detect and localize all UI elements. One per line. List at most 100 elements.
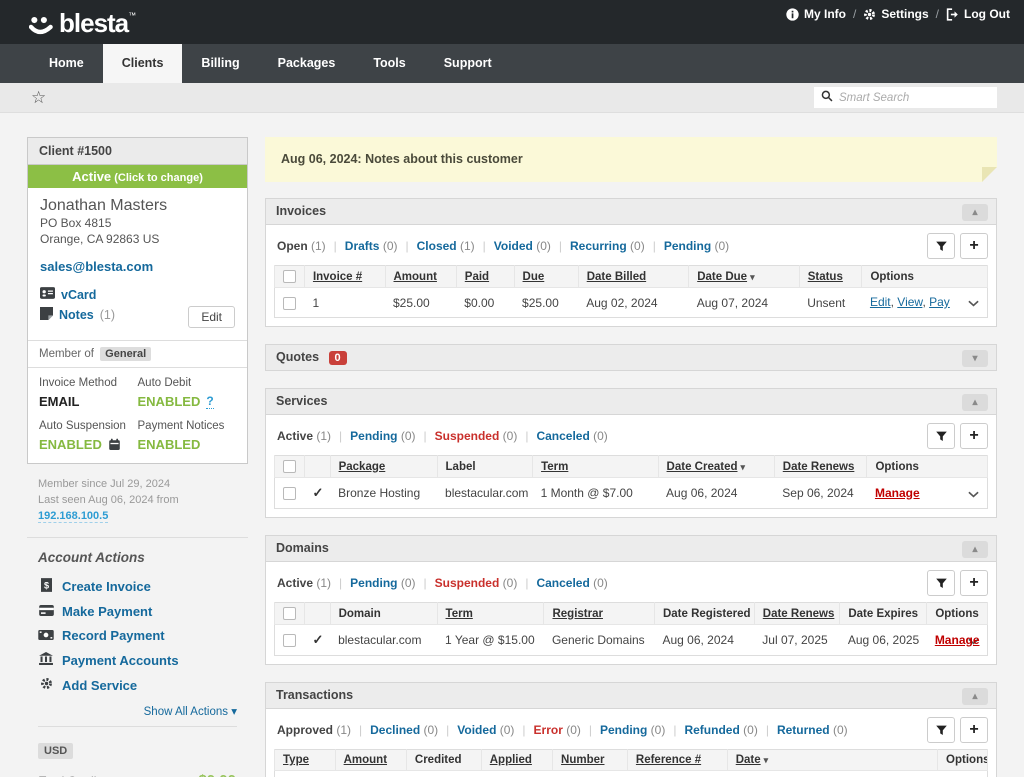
column-header-package[interactable]: Package [339,461,386,473]
filter-separator: | [673,723,676,737]
column-header-invoice[interactable]: Invoice # [313,271,362,283]
column-header-number[interactable]: Number [561,754,604,766]
services-panel-header[interactable]: Services ▴ [265,388,997,415]
filter-button[interactable] [927,233,955,259]
filter-active[interactable]: Active (1) [277,576,331,590]
row-expand-chevron-icon[interactable] [968,487,979,501]
tab-clients[interactable]: Clients [103,44,183,83]
column-header-credited: Credited [415,754,462,766]
filter-canceled[interactable]: Canceled (0) [536,429,607,443]
domains-panel-header[interactable]: Domains ▴ [265,535,997,562]
search-input[interactable] [839,92,995,104]
collapse-toggle-icon[interactable]: ▴ [962,394,988,411]
column-header-paid[interactable]: Paid [465,271,489,283]
edit-link[interactable]: Edit [870,295,891,309]
collapse-toggle-icon[interactable]: ▴ [962,204,988,221]
filter-button[interactable] [927,717,955,743]
filter-approved[interactable]: Approved (1) [277,723,351,737]
filter-refunded[interactable]: Refunded (0) [684,723,757,737]
column-header-due[interactable]: Due [523,271,545,283]
client-email-link[interactable]: sales@blesta.com [40,259,153,274]
action-make-payment[interactable]: Make Payment [38,604,237,619]
action-add-service[interactable]: Add Service [38,677,237,693]
collapse-toggle-icon[interactable]: ▾ [962,350,988,367]
filter-active[interactable]: Active (1) [277,429,331,443]
row-checkbox[interactable] [283,487,296,500]
filter-pending[interactable]: Pending (0) [350,429,415,443]
filter-pending[interactable]: Pending (0) [664,239,729,253]
view-link[interactable]: View [897,295,922,309]
column-header-status[interactable]: Status [808,271,843,283]
add-domain-button[interactable]: + [960,570,988,596]
blesta-logo[interactable]: blesta ™ [29,10,136,42]
action-record-payment[interactable]: Record Payment [38,628,237,643]
manage-link[interactable]: Manage [935,633,980,647]
user-menu-my-info[interactable]: My Info [786,7,846,21]
filter-pending[interactable]: Pending (0) [350,576,415,590]
column-header-term[interactable]: Term [541,461,568,473]
tab-support[interactable]: Support [425,44,511,83]
quotes-panel-header[interactable]: Quotes 0 ▾ [265,344,997,371]
filter-recurring[interactable]: Recurring (0) [570,239,645,253]
column-header-date-created[interactable]: Date Created [667,461,738,473]
column-header-type[interactable]: Type [283,754,309,766]
filter-open[interactable]: Open (1) [277,239,326,253]
filter-returned[interactable]: Returned (0) [777,723,848,737]
column-header-amount[interactable]: Amount [344,754,387,766]
filter-closed[interactable]: Closed (1) [417,239,475,253]
user-menu-log-out[interactable]: Log Out [946,7,1010,21]
help-link[interactable]: ? [206,394,213,409]
row-expand-chevron-icon[interactable] [968,296,979,310]
column-header-applied[interactable]: Applied [490,754,532,766]
filter-declined[interactable]: Declined (0) [370,723,438,737]
select-all-checkbox[interactable] [283,270,296,283]
filter-error[interactable]: Error (0) [534,723,581,737]
select-all-checkbox[interactable] [283,607,296,620]
row-checkbox[interactable] [283,634,296,647]
filter-voided[interactable]: Voided (0) [494,239,551,253]
favorite-star-icon[interactable]: ☆ [31,86,46,110]
vcard-link[interactable]: vCard [40,287,235,302]
add-transaction-button[interactable]: + [960,717,988,743]
column-header-term[interactable]: Term [446,608,473,620]
collapse-toggle-icon[interactable]: ▴ [962,541,988,558]
last-seen-ip-link[interactable]: 192.168.100.5 [38,510,108,523]
collapse-toggle-icon[interactable]: ▴ [962,688,988,705]
column-header-date-billed[interactable]: Date Billed [587,271,646,283]
client-status-banner[interactable]: Active (Click to change) [28,165,247,188]
customer-note-banner[interactable]: Aug 06, 2024: Notes about this customer [265,137,997,182]
column-header-date[interactable]: Date [736,754,761,766]
invoices-panel-header[interactable]: Invoices ▴ [265,198,997,225]
filter-pending[interactable]: Pending (0) [600,723,665,737]
tab-home[interactable]: Home [30,44,103,83]
add-invoice-button[interactable]: + [960,233,988,259]
filter-button[interactable] [927,423,955,449]
column-header-reference[interactable]: Reference # [636,754,701,766]
filter-voided[interactable]: Voided (0) [457,723,514,737]
calendar-icon[interactable] [108,438,121,451]
transactions-panel-header[interactable]: Transactions ▴ [265,682,997,709]
filter-suspended[interactable]: Suspended (0) [435,576,518,590]
edit-client-button[interactable]: Edit [188,306,235,328]
add-service-button[interactable]: + [960,423,988,449]
filter-suspended[interactable]: Suspended (0) [435,429,518,443]
column-header-registrar[interactable]: Registrar [552,608,603,620]
filter-canceled[interactable]: Canceled (0) [536,576,607,590]
column-header-date-renews[interactable]: Date Renews [783,461,855,473]
pay-link[interactable]: Pay [929,295,950,309]
show-all-actions-link[interactable]: Show All Actions ▾ [38,702,237,727]
tab-packages[interactable]: Packages [259,44,355,83]
action-payment-accounts[interactable]: Payment Accounts [38,652,237,668]
column-header-date-renews[interactable]: Date Renews [763,608,835,620]
filter-drafts[interactable]: Drafts (0) [345,239,398,253]
user-menu-settings[interactable]: Settings [863,7,928,21]
filter-button[interactable] [927,570,955,596]
column-header-amount[interactable]: Amount [394,271,437,283]
tab-billing[interactable]: Billing [182,44,258,83]
action-create-invoice[interactable]: $Create Invoice [38,578,237,595]
select-all-checkbox[interactable] [283,460,296,473]
column-header-date-due[interactable]: Date Due [697,271,747,283]
manage-link[interactable]: Manage [875,486,920,500]
row-checkbox[interactable] [283,297,296,310]
tab-tools[interactable]: Tools [354,44,424,83]
